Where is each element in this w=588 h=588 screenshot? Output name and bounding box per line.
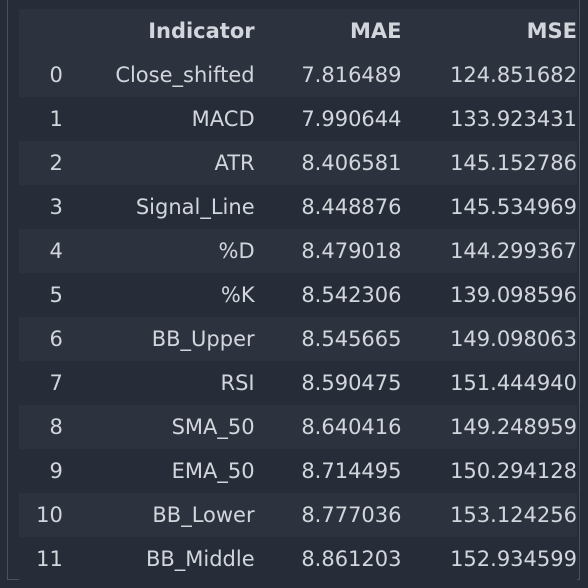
row-index: 0 — [19, 53, 63, 97]
header-index — [19, 9, 63, 53]
row-mse: 144.299367 — [401, 229, 577, 273]
row-indicator: SMA_50 — [62, 405, 255, 449]
row-mse: 153.124256 — [401, 493, 577, 537]
row-index: 7 — [19, 361, 63, 405]
indicator-metrics-table: Indicator MAE MSE 0 Close_shifted 7.816489… — [19, 9, 577, 581]
row-mse: 124.851682 — [401, 53, 577, 97]
row-index: 8 — [19, 405, 63, 449]
header-row: Indicator MAE MSE — [19, 9, 577, 53]
row-indicator: RSI — [62, 361, 255, 405]
table-row: 10 BB_Lower 8.777036 153.124256 — [19, 493, 577, 537]
row-mae: 8.714495 — [254, 449, 402, 493]
row-mae: 8.590475 — [254, 361, 402, 405]
row-mae: 8.406581 — [254, 141, 402, 185]
table-row: 6 BB_Upper 8.545665 149.098063 — [19, 317, 577, 361]
table-row: 8 SMA_50 8.640416 149.248959 — [19, 405, 577, 449]
row-indicator: BB_Middle — [62, 537, 255, 581]
row-indicator: Signal_Line — [62, 185, 255, 229]
header-indicator: Indicator — [62, 9, 255, 53]
row-mse: 149.098063 — [401, 317, 577, 361]
row-mse: 152.934599 — [401, 537, 577, 581]
row-index: 10 — [19, 493, 63, 537]
row-index: 3 — [19, 185, 63, 229]
row-indicator: %D — [62, 229, 255, 273]
row-mae: 7.816489 — [254, 53, 402, 97]
row-indicator: BB_Upper — [62, 317, 255, 361]
row-indicator: EMA_50 — [62, 449, 255, 493]
row-mae: 8.479018 — [254, 229, 402, 273]
row-mae: 8.545665 — [254, 317, 402, 361]
table-row: 11 BB_Middle 8.861203 152.934599 — [19, 537, 577, 581]
table-row: 2 ATR 8.406581 145.152786 — [19, 141, 577, 185]
row-mse: 145.152786 — [401, 141, 577, 185]
header-mse: MSE — [401, 9, 577, 53]
header-mae: MAE — [254, 9, 402, 53]
table-body: 0 Close_shifted 7.816489 124.851682 1 MACD 7.9… — [19, 53, 577, 581]
row-index: 9 — [19, 449, 63, 493]
row-indicator: Close_shifted — [62, 53, 255, 97]
table-header: Indicator MAE MSE — [19, 9, 577, 53]
row-index: 2 — [19, 141, 63, 185]
row-mse: 149.248959 — [401, 405, 577, 449]
row-mse: 151.444940 — [401, 361, 577, 405]
row-mae: 8.861203 — [254, 537, 402, 581]
row-index: 1 — [19, 97, 63, 141]
row-indicator: BB_Lower — [62, 493, 255, 537]
table-row: 4 %D 8.479018 144.299367 — [19, 229, 577, 273]
table-row: 9 EMA_50 8.714495 150.294128 — [19, 449, 577, 493]
table-row: 0 Close_shifted 7.816489 124.851682 — [19, 53, 577, 97]
row-mse: 133.923431 — [401, 97, 577, 141]
row-index: 4 — [19, 229, 63, 273]
row-index: 11 — [19, 537, 63, 581]
table-row: 5 %K 8.542306 139.098596 — [19, 273, 577, 317]
row-mse: 150.294128 — [401, 449, 577, 493]
row-indicator: %K — [62, 273, 255, 317]
row-indicator: ATR — [62, 141, 255, 185]
row-mae: 7.990644 — [254, 97, 402, 141]
row-mae: 8.640416 — [254, 405, 402, 449]
row-mae: 8.777036 — [254, 493, 402, 537]
row-index: 6 — [19, 317, 63, 361]
row-mse: 145.534969 — [401, 185, 577, 229]
row-index: 5 — [19, 273, 63, 317]
row-mae: 8.448876 — [254, 185, 402, 229]
table-row: 1 MACD 7.990644 133.923431 — [19, 97, 577, 141]
table-row: 7 RSI 8.590475 151.444940 — [19, 361, 577, 405]
row-mse: 139.098596 — [401, 273, 577, 317]
row-indicator: MACD — [62, 97, 255, 141]
table-row: 3 Signal_Line 8.448876 145.534969 — [19, 185, 577, 229]
row-mae: 8.542306 — [254, 273, 402, 317]
